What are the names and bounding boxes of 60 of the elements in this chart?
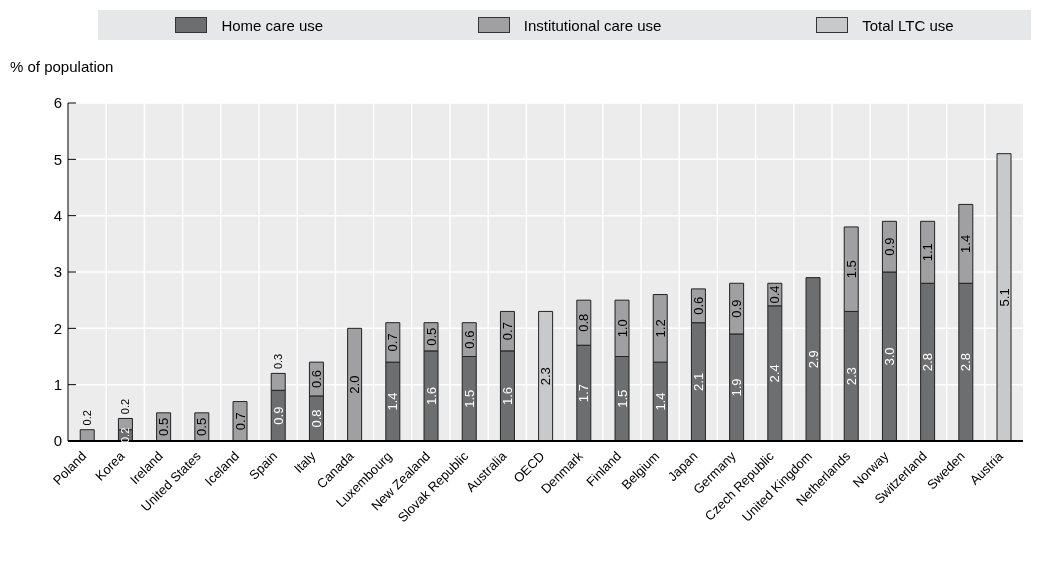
legend-label: Home care use [221,16,324,34]
data-label: 0.7 [232,412,248,431]
data-label: 0.9 [729,299,745,318]
data-label: 1.2 [652,319,668,338]
y-tick-label: 0 [53,432,62,450]
data-label: 3.0 [881,347,897,366]
data-label: 0.6 [308,369,324,389]
data-label: 1.4 [958,234,974,253]
data-label: 0.5 [423,327,439,346]
data-label: 0.8 [308,409,324,428]
data-label: 0.6 [690,296,706,315]
x-tick-label: Italy [290,448,319,476]
data-label: 2.3 [538,367,554,386]
data-label: 0.5 [194,417,210,436]
y-axis-title: % of population [10,58,114,75]
data-label: 0.4 [767,285,783,304]
data-label: 0.3 [272,353,285,370]
data-label: 0.9 [270,406,286,425]
bar [79,429,95,441]
data-label: 5.1 [996,288,1012,307]
data-label: 0.2 [119,427,132,444]
legend-label: Institutional care use [523,16,662,34]
data-label: 2.1 [690,372,706,391]
y-tick-label: 5 [53,150,62,168]
y-tick-label: 6 [53,94,62,112]
bar [996,153,1012,441]
bar [232,401,248,441]
data-label: 0.5 [156,417,172,436]
data-label: 1.4 [652,392,668,411]
data-label: 2.9 [805,350,821,369]
data-label: 0.7 [499,322,515,341]
data-label: 0.6 [461,330,477,349]
data-label: 1.5 [614,389,630,408]
data-label: 1.0 [614,319,630,338]
data-label: 1.5 [461,389,477,408]
data-label: 1.1 [920,243,936,262]
y-tick-label: 1 [53,375,62,393]
data-label: 2.8 [920,353,936,372]
data-label: 2.0 [347,375,363,394]
data-label: 0.7 [385,333,401,352]
data-label: 2.3 [843,367,859,386]
data-label: 1.4 [385,392,401,411]
data-label: 1.7 [576,384,592,403]
bar [805,277,821,441]
data-label: 1.6 [499,386,515,405]
y-tick-label: 4 [53,206,62,224]
data-label: 0.2 [119,398,132,415]
data-label: 0.8 [576,313,592,332]
data-label: 1.9 [729,378,745,397]
data-label: 0.9 [881,237,897,256]
data-label: 2.8 [958,353,974,372]
legend-label: Total LTC use [862,16,954,34]
bar [538,310,554,441]
data-label: 1.6 [423,386,439,405]
data-label: 1.5 [843,260,859,279]
y-tick-label: 2 [53,319,62,337]
bar [347,327,363,441]
data-label: 2.4 [767,364,783,383]
y-tick-label: 3 [53,263,62,281]
data-label: 0.2 [81,410,94,426]
